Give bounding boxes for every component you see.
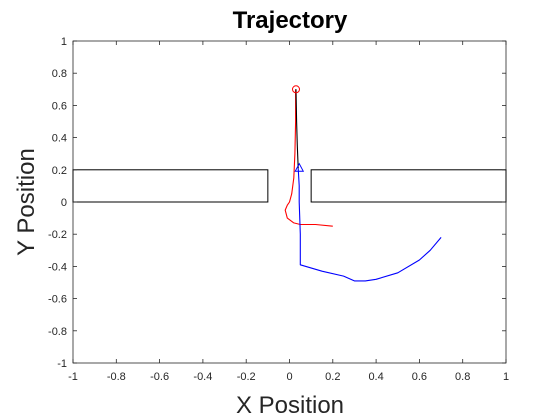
x-tick-label: 0.6 <box>412 371 427 383</box>
series-layer <box>284 89 442 282</box>
x-tick-label: 1 <box>503 371 509 383</box>
x-tick-label: 0 <box>286 371 292 383</box>
y-tick-label: 0 <box>61 197 67 209</box>
obstacle-wall-2 <box>310 169 507 203</box>
x-axis-ticks: -1 -0.8 -0.6 -0.4 -0.2 0 0.2 0.4 0.6 0.8 1 <box>68 41 509 383</box>
y-tick-label: 0.6 <box>52 100 67 112</box>
obstacles <box>72 169 507 203</box>
x-axis-label: X Position <box>236 392 344 419</box>
obstacle-wall-1 <box>72 169 269 203</box>
chart-title: Trajectory <box>233 7 348 34</box>
marker-layer <box>291 85 305 172</box>
x-tick-label: 0.2 <box>325 371 340 383</box>
y-axis-label: Y Position <box>13 148 40 256</box>
x-tick-label: -1 <box>68 371 78 383</box>
y-tick-label: 0.2 <box>52 165 67 177</box>
trajectory-line-3 <box>295 89 299 169</box>
y-tick-label: -0.6 <box>48 294 67 306</box>
x-tick-label: -0.6 <box>150 371 169 383</box>
y-tick-label: -0.4 <box>48 261 67 273</box>
y-tick-label: 0.4 <box>52 133 67 145</box>
y-axis-ticks: 1 0.8 0.6 0.4 0.2 0 -0.2 -0.4 -0.6 -0.8 -1 <box>48 36 506 370</box>
x-tick-label: -0.4 <box>193 371 212 383</box>
y-tick-label: -0.2 <box>48 229 67 241</box>
triangle-marker <box>294 162 305 172</box>
x-tick-label: 0.8 <box>455 371 470 383</box>
trajectory-line-2 <box>297 168 442 282</box>
y-tick-label: 0.8 <box>52 68 67 80</box>
y-tick-label: -1 <box>57 358 67 370</box>
x-tick-label: -0.8 <box>107 371 126 383</box>
y-tick-label: 1 <box>61 36 67 48</box>
x-tick-label: 0.4 <box>368 371 383 383</box>
x-tick-label: -0.2 <box>237 371 256 383</box>
start-circle-marker <box>291 85 300 94</box>
y-tick-label: -0.8 <box>48 326 67 338</box>
